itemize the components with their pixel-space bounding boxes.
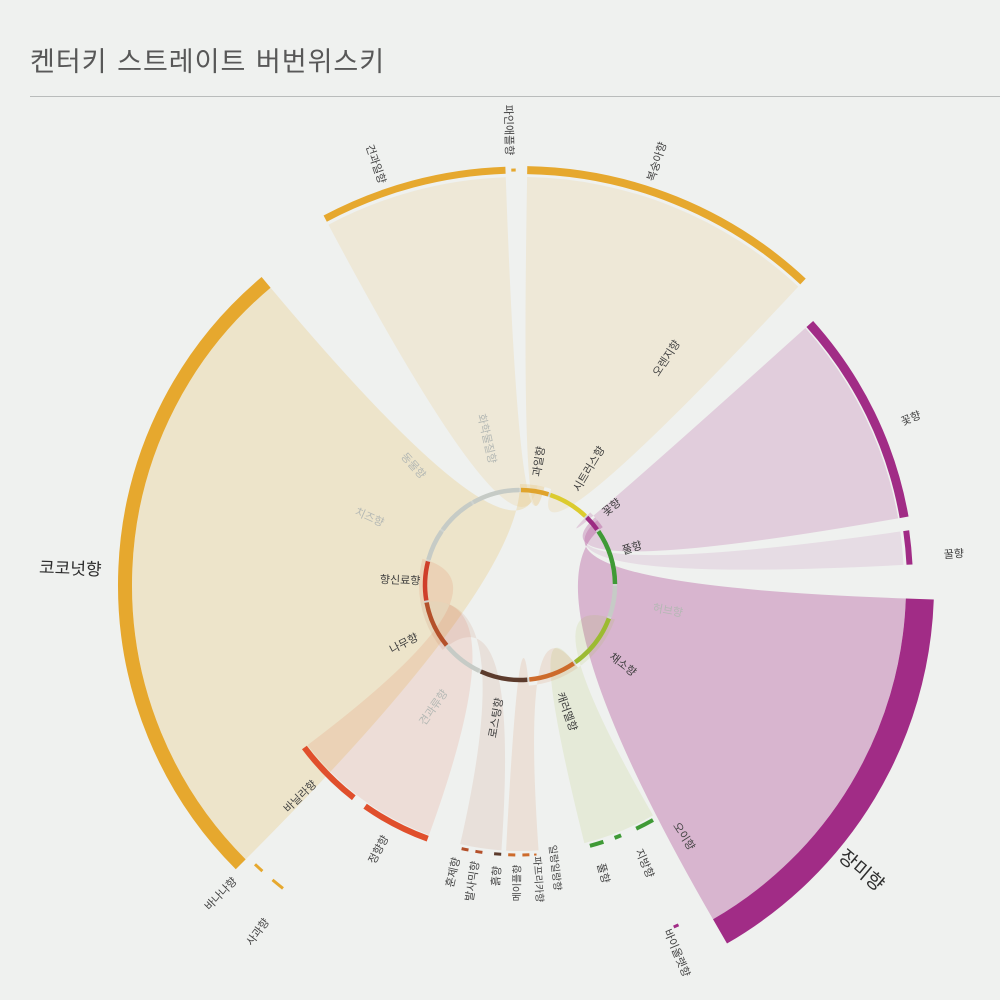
flow-ribbons <box>131 177 906 920</box>
inner-label: 향신료향 <box>380 573 421 587</box>
outer-label: 복숭아향 <box>645 140 670 183</box>
flow-ribbon <box>525 177 799 513</box>
outer-arc <box>673 923 680 929</box>
outer-label: 정향향 <box>366 833 392 866</box>
outer-arc <box>363 803 429 842</box>
outer-label: 지방향 <box>632 847 656 880</box>
outer-label: 발사믹향 <box>463 860 482 902</box>
outer-label: 파인애플향 <box>501 105 515 156</box>
outer-arc <box>461 847 469 852</box>
outer-label: 파프리카향 <box>531 856 546 903</box>
flow-ribbon <box>131 287 538 860</box>
inner-arc <box>520 487 550 497</box>
inner-arc <box>585 515 600 532</box>
outer-arc <box>475 849 483 854</box>
inner-arc <box>424 602 449 647</box>
flow-ribbon <box>550 615 653 844</box>
flow-ribbon <box>506 648 578 852</box>
outer-arc <box>635 818 654 831</box>
outer-arc <box>253 863 264 873</box>
outer-label: 사과향 <box>243 916 272 948</box>
outer-label: 바이올렛향 <box>661 927 693 979</box>
inner-arc <box>573 617 612 665</box>
inner-arc <box>549 492 587 518</box>
outer-label: 코코넛향 <box>39 558 102 580</box>
inner-label: 풀향 <box>620 539 643 558</box>
outer-label: 바나나향 <box>202 875 239 913</box>
inner-arc <box>440 501 473 532</box>
outer-label: 건과일향 <box>363 143 389 186</box>
flow-ribbon <box>328 177 545 508</box>
inner-arc <box>422 560 431 601</box>
outer-arc <box>323 166 506 222</box>
outer-arc <box>271 878 284 890</box>
flow-ribbon <box>420 601 506 851</box>
outer-label: 흙향 <box>489 865 504 886</box>
inner-arc <box>479 669 528 683</box>
flow-ribbon <box>576 328 899 552</box>
inner-arc <box>529 661 575 682</box>
inner-arc <box>472 487 520 505</box>
outer-label: 훈제향 <box>443 856 462 889</box>
outer-label: 장미향 <box>834 845 888 896</box>
outer-label: 일랑일랑향 <box>546 844 564 891</box>
inner-label: 과일향 <box>529 445 548 477</box>
flow-ribbon <box>582 517 904 570</box>
outer-arc <box>302 745 356 801</box>
outer-label: 꽃향 <box>899 409 923 429</box>
outer-label: 풀향 <box>594 862 612 885</box>
outer-arc <box>806 320 909 519</box>
inner-arc <box>607 585 618 618</box>
outer-arc <box>589 839 605 848</box>
outer-label: 꿀향 <box>943 547 964 561</box>
inner-arc <box>596 530 618 585</box>
flow-ribbon <box>577 520 906 920</box>
outer-arc <box>903 530 913 565</box>
flow-ribbon <box>307 558 473 835</box>
page-title: 켄터키 스트레이트 버번위스키 <box>30 47 386 78</box>
inner-arc <box>426 530 444 561</box>
inner-label: 허브향 <box>652 602 684 620</box>
outer-arc <box>527 166 806 285</box>
outer-arc <box>118 277 271 870</box>
title-divider <box>30 96 1000 97</box>
outer-label: 메이플향 <box>511 865 523 902</box>
inner-arc <box>446 645 481 673</box>
outer-arc <box>613 833 622 840</box>
outer-arc <box>712 598 934 944</box>
outer-arc <box>493 852 502 856</box>
